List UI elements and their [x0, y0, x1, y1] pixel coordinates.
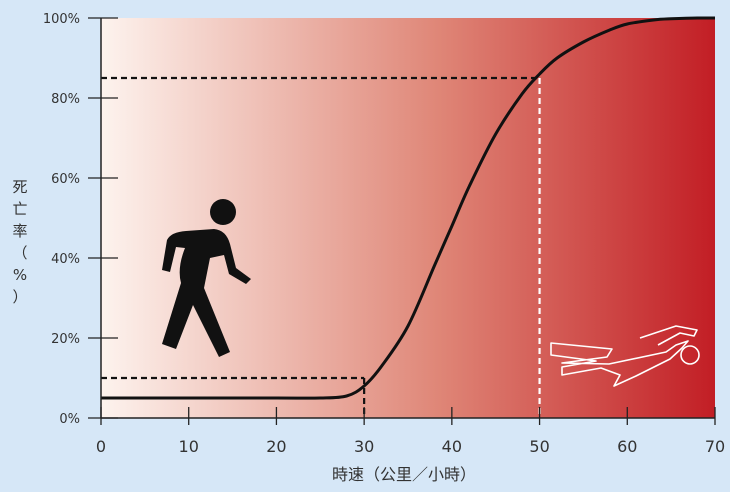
x-tick-label: 30: [354, 437, 374, 456]
y-tick-label: 100%: [43, 12, 80, 27]
axes: [100, 18, 715, 419]
x-tick-label: 60: [617, 437, 637, 456]
fallen-person-outline-icon: [550, 325, 700, 387]
y-tick-label: 40%: [51, 252, 80, 267]
walking-person-icon: [162, 199, 251, 357]
y-tick-label: 20%: [51, 332, 80, 347]
x-axis-label: 時速（公里／小時）: [332, 465, 476, 484]
x-tick-label: 10: [179, 437, 199, 456]
x-tick-label: 70: [705, 437, 725, 456]
x-tick-label: 50: [529, 437, 549, 456]
fatality-curve: [101, 16, 716, 400]
y-tick-label: 0%: [59, 412, 80, 427]
ticks: 0% 20% 40% 60% 80% 100% 0 10 20 30 40 50 60 70: [43, 12, 725, 456]
y-axis-label: 死亡率（%）: [12, 178, 27, 306]
x-tick-label: 40: [442, 437, 462, 456]
x-tick-label: 0: [96, 437, 106, 456]
plot-gradient-background: [101, 18, 715, 418]
y-tick-label: 60%: [51, 172, 80, 187]
y-tick-label: 80%: [51, 92, 80, 107]
x-tick-label: 20: [266, 437, 286, 456]
